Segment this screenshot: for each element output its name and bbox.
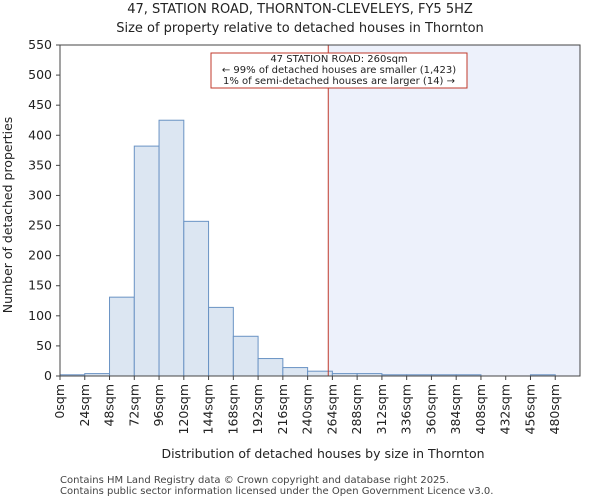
x-tick-label: 288sqm — [349, 384, 364, 434]
x-tick-label: 408sqm — [473, 384, 488, 434]
bar — [208, 306, 234, 377]
annotation-frame — [210, 52, 468, 89]
bar — [183, 220, 210, 377]
x-tick-label: 48sqm — [102, 384, 117, 427]
x-tick-label: 384sqm — [448, 384, 463, 434]
x-ticks-group: 0sqm 24sqm 48sqm 72sqm 96sqm 120sqm 144sqm 168s… — [52, 376, 562, 434]
annotation-box: 47 STATION ROAD: 260sqm ← 99% of detache… — [210, 52, 468, 89]
x-tick-label: 312sqm — [374, 384, 389, 434]
annotation-line-2: ← 99% of detached houses are smaller (1,… — [222, 65, 456, 76]
x-tick-label: 216sqm — [275, 384, 290, 434]
bar — [133, 145, 160, 377]
x-tick-label: 144sqm — [201, 384, 216, 434]
bar — [257, 358, 284, 377]
y-tick-label: 0 — [44, 368, 52, 383]
y-tick-label: 150 — [28, 278, 52, 293]
y-tick-label: 200 — [28, 248, 52, 263]
y-tick-label: 550 — [28, 37, 52, 52]
y-axis-label: Number of detached properties — [0, 117, 15, 314]
y-tick-label: 500 — [28, 67, 52, 82]
bar — [282, 367, 309, 377]
x-tick-label: 240sqm — [300, 384, 315, 434]
y-tick-label: 350 — [28, 157, 52, 172]
x-tick-label: 264sqm — [324, 384, 339, 434]
x-tick-label: 168sqm — [225, 384, 240, 434]
chart-title: 47, STATION ROAD, THORNTON-CLEVELEYS, FY… — [127, 2, 473, 17]
y-tick-label: 450 — [28, 97, 52, 112]
chart-subtitle: Size of property relative to detached ho… — [116, 21, 484, 36]
bar — [158, 119, 185, 377]
bars-group — [59, 119, 556, 377]
x-tick-label: 24sqm — [77, 384, 92, 427]
x-tick-label: 72sqm — [126, 384, 141, 427]
x-axis-label: Distribution of detached houses by size … — [161, 446, 484, 461]
annotation-line-1: 47 STATION ROAD: 260sqm — [270, 54, 407, 65]
y-tick-label: 100 — [28, 308, 52, 323]
x-tick-label: 456sqm — [522, 384, 537, 434]
highlight-region — [328, 45, 580, 376]
footer-line-2: Contains public sector information licen… — [60, 486, 493, 497]
x-tick-label: 432sqm — [498, 384, 513, 434]
x-tick-label: 120sqm — [176, 384, 191, 434]
x-tick-label: 360sqm — [423, 384, 438, 434]
y-tick-label: 250 — [28, 218, 52, 233]
bar — [232, 335, 259, 377]
bar — [109, 296, 135, 377]
plot-frame — [59, 44, 581, 377]
y-tick-label: 50 — [36, 338, 52, 353]
y-tick-label: 400 — [28, 127, 52, 142]
annotation-line-3: 1% of semi-detached houses are larger (1… — [223, 76, 455, 87]
y-tick-label: 300 — [28, 187, 52, 202]
x-tick-label: 480sqm — [547, 384, 562, 434]
x-tick-label: 96sqm — [151, 384, 166, 427]
x-tick-label: 0sqm — [52, 384, 67, 419]
footer-line-1: Contains HM Land Registry data © Crown c… — [60, 475, 449, 486]
y-ticks-group: 0 50 100 150 200 250 300 350 400 450 500 550 — [28, 37, 60, 383]
x-tick-label: 336sqm — [399, 384, 414, 434]
x-tick-label: 192sqm — [250, 384, 265, 434]
